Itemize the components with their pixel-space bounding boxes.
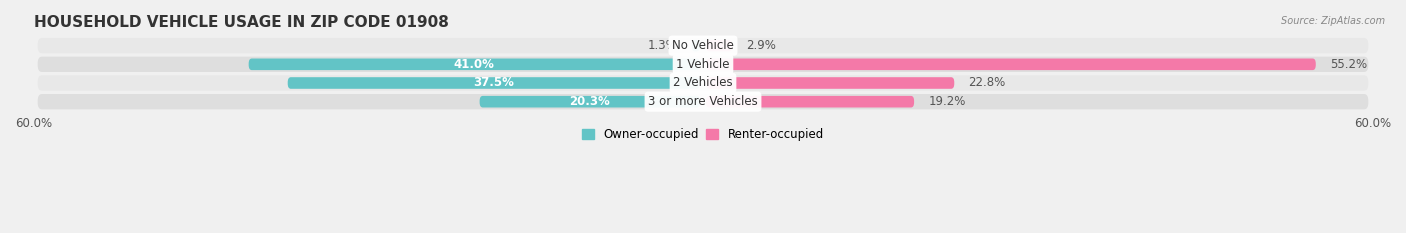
Text: 1 Vehicle: 1 Vehicle — [676, 58, 730, 71]
Legend: Owner-occupied, Renter-occupied: Owner-occupied, Renter-occupied — [578, 123, 828, 146]
Text: HOUSEHOLD VEHICLE USAGE IN ZIP CODE 01908: HOUSEHOLD VEHICLE USAGE IN ZIP CODE 0190… — [34, 15, 449, 30]
Text: 3 or more Vehicles: 3 or more Vehicles — [648, 95, 758, 108]
Text: 55.2%: 55.2% — [1330, 58, 1367, 71]
Text: 19.2%: 19.2% — [928, 95, 966, 108]
FancyBboxPatch shape — [706, 40, 733, 51]
FancyBboxPatch shape — [38, 38, 1368, 53]
Text: 41.0%: 41.0% — [454, 58, 495, 71]
Text: 2.9%: 2.9% — [747, 39, 776, 52]
Text: 37.5%: 37.5% — [474, 76, 515, 89]
FancyBboxPatch shape — [706, 96, 914, 107]
FancyBboxPatch shape — [706, 77, 955, 89]
Text: No Vehicle: No Vehicle — [672, 39, 734, 52]
Text: 22.8%: 22.8% — [969, 76, 1005, 89]
Text: 2 Vehicles: 2 Vehicles — [673, 76, 733, 89]
FancyBboxPatch shape — [706, 58, 1316, 70]
Text: 20.3%: 20.3% — [569, 95, 610, 108]
Text: 1.3%: 1.3% — [648, 39, 678, 52]
Text: Source: ZipAtlas.com: Source: ZipAtlas.com — [1281, 16, 1385, 26]
FancyBboxPatch shape — [479, 96, 700, 107]
FancyBboxPatch shape — [38, 94, 1368, 109]
FancyBboxPatch shape — [38, 57, 1368, 72]
FancyBboxPatch shape — [38, 75, 1368, 91]
FancyBboxPatch shape — [288, 77, 700, 89]
FancyBboxPatch shape — [249, 58, 700, 70]
FancyBboxPatch shape — [692, 40, 700, 51]
